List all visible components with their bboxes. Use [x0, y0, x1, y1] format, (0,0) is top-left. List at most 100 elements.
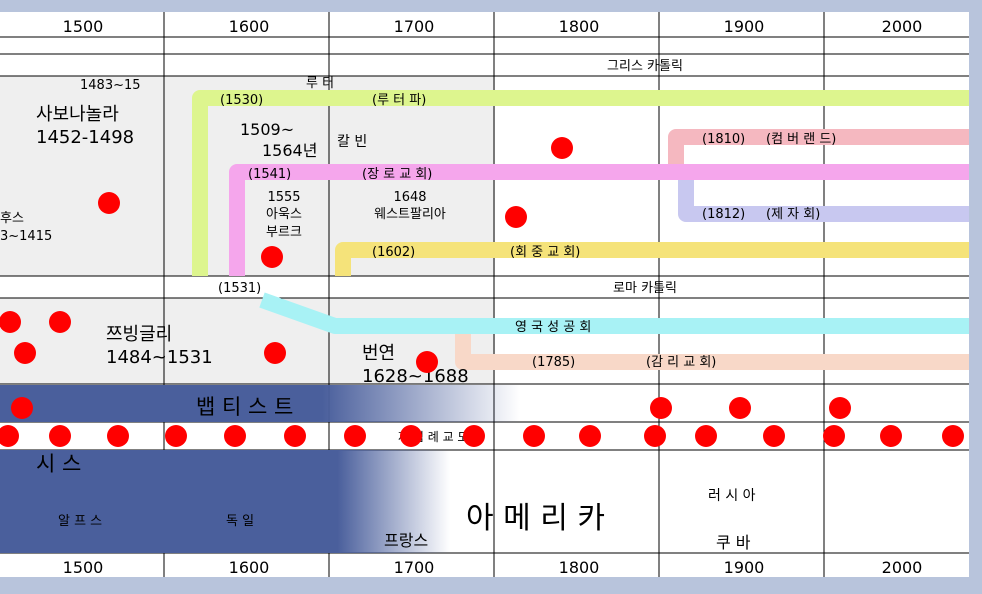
cuba-label: 쿠 바: [716, 533, 751, 552]
year-label: 1900: [724, 558, 765, 577]
swiss-label: 시 스: [36, 452, 81, 476]
cumberland-year: (1810): [702, 132, 745, 147]
hus-years: 3~1415: [0, 229, 52, 244]
year-label: 1700: [394, 17, 435, 36]
event-dot: [416, 351, 438, 373]
denomination-labels: (1530) (루 터 파) (1541) (장 로 교 회) (1602) (…: [218, 93, 836, 370]
congregational-label: (회 중 교 회): [510, 245, 580, 260]
event-dot: [107, 425, 129, 447]
event-dot: [49, 425, 71, 447]
event-dot: [523, 425, 545, 447]
orthodox-band-label: 그리스 카톨릭: [607, 59, 683, 74]
germany-label: 독 일: [226, 514, 254, 529]
event-dot: [14, 342, 36, 364]
event-labels: 1555 아욱스 부르크 1648 웨스트팔리아: [266, 190, 446, 240]
year-label: 1700: [394, 558, 435, 577]
calvin-name: 칼 빈: [337, 134, 367, 150]
year-label: 2000: [882, 17, 923, 36]
methodist-year: (1785): [532, 355, 575, 370]
alps-label: 알 프 스: [58, 514, 102, 529]
zwingli-name: 쯔빙글리: [106, 324, 172, 345]
event-dot: [829, 397, 851, 419]
event-dot: [729, 397, 751, 419]
anglican-band: [259, 292, 969, 334]
year-label: 1500: [63, 17, 104, 36]
people-labels: 후스 3~1415 1483~15 사보나놀라 1452-1498 루 터 15…: [0, 76, 469, 387]
disciples-year: (1812): [702, 207, 745, 222]
event-dot: [284, 425, 306, 447]
region-labels: 시 스 알 프 스 독 일 프랑스 아 메 리 카 러 시 아 쿠 바: [36, 452, 756, 552]
reformed-band: [229, 164, 969, 276]
anglican-year: (1531): [218, 281, 261, 296]
event-dot: [11, 397, 33, 419]
congregational-band: [335, 242, 969, 276]
event-dot: [505, 206, 527, 228]
augsburg-label-b: 부르크: [266, 225, 302, 240]
year-label: 1900: [724, 17, 765, 36]
savonarola-years: 1452-1498: [36, 127, 134, 148]
year-label: 1800: [559, 558, 600, 577]
event-dot: [0, 311, 21, 333]
calvin-years-start: 1509~: [240, 120, 294, 139]
westminster-year: 1648: [393, 190, 426, 205]
swiss-region-band: [0, 450, 450, 553]
event-dot: [49, 311, 71, 333]
disciples-band: [678, 180, 969, 222]
luther-name: 루 터: [306, 76, 334, 91]
event-dot: [224, 425, 246, 447]
zwingli-zone-bg: [0, 298, 495, 384]
year-label: 1600: [229, 17, 270, 36]
event-dot: [264, 342, 286, 364]
event-dot: [695, 425, 717, 447]
event-dot: [400, 425, 422, 447]
event-dot: [763, 425, 785, 447]
russia-label: 러 시 아: [708, 488, 756, 504]
year-label: 2000: [882, 558, 923, 577]
america-label: 아 메 리 카: [466, 501, 605, 536]
year-axis-bottom: 1500 1600 1700 1800 1900 2000: [63, 558, 923, 577]
year-axis-top: 1500 1600 1700 1800 1900 2000: [63, 17, 923, 36]
event-dot: [579, 425, 601, 447]
savonarola-name: 사보나놀라: [36, 104, 119, 125]
event-dot: [344, 425, 366, 447]
event-dot: [98, 192, 120, 214]
disciples-label: (제 자 회): [766, 207, 820, 222]
cumberland-band: [668, 129, 969, 164]
baptist-label: 뱁 티 스 트: [196, 395, 293, 419]
year-label: 1600: [229, 558, 270, 577]
event-dot: [463, 425, 485, 447]
westminster-label: 웨스트팔리아: [374, 207, 446, 222]
bunyan-name: 번연: [362, 343, 395, 364]
lutheran-year: (1530): [220, 93, 263, 108]
reformed-year: (1541): [248, 167, 291, 182]
event-dot: [823, 425, 845, 447]
bunyan-years: 1628~1688: [362, 366, 469, 387]
zwingli-years: 1484~1531: [106, 347, 213, 368]
event-dot: [942, 425, 964, 447]
event-dot: [650, 397, 672, 419]
augsburg-label-a: 아욱스: [266, 207, 302, 222]
savonarola-top-years: 1483~15: [80, 78, 141, 93]
event-dot: [880, 425, 902, 447]
hus-name: 후스: [0, 211, 24, 226]
calvin-years-end: 1564년: [262, 141, 317, 160]
methodist-label: (감 리 교 회): [646, 355, 716, 370]
congregational-year: (1602): [372, 245, 415, 260]
baptist-band: [0, 385, 520, 422]
event-dot: [644, 425, 666, 447]
event-dots: [0, 137, 964, 447]
roman-catholic-band-label: 로마 카톨릭: [613, 281, 677, 296]
event-dot: [261, 246, 283, 268]
year-label: 1800: [559, 17, 600, 36]
event-dot: [551, 137, 573, 159]
augsburg-year: 1555: [267, 190, 300, 205]
lutheran-label: (루 터 파): [372, 93, 426, 108]
cumberland-label: (컴 버 랜 드): [766, 132, 836, 147]
event-dot: [165, 425, 187, 447]
anglican-label: 영 국 성 공 회: [515, 320, 591, 335]
methodist-band: [455, 334, 969, 370]
reformed-label: (장 로 교 회): [362, 167, 432, 182]
event-dot: [0, 425, 19, 447]
